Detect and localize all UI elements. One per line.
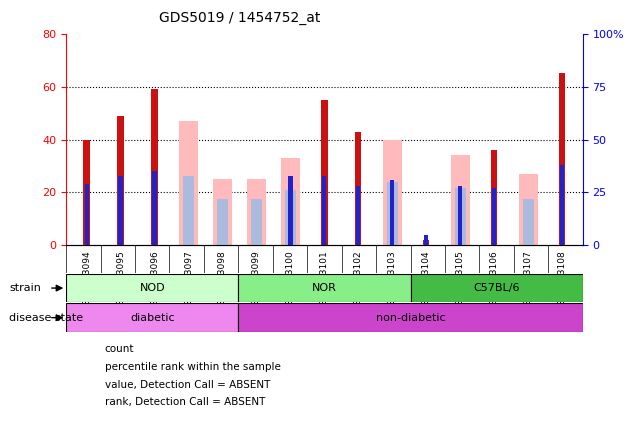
Bar [66,303,238,332]
Bar [519,174,538,245]
Bar [411,274,583,302]
Text: NOR: NOR [312,283,337,293]
Text: diabetic: diabetic [130,313,175,323]
Bar [183,176,193,245]
Text: percentile rank within the sample: percentile rank within the sample [105,362,280,372]
Bar [238,303,583,332]
Bar [451,156,470,245]
Bar [357,186,360,245]
Bar [289,176,292,245]
Bar [151,89,158,245]
Bar [425,235,428,245]
Bar [383,140,402,245]
Bar [391,180,394,245]
Bar [559,74,565,245]
Text: value, Detection Call = ABSENT: value, Detection Call = ABSENT [105,379,270,390]
Bar [118,176,123,245]
Bar [84,184,89,245]
Text: NOD: NOD [139,283,165,293]
Bar [213,179,232,245]
Text: non-diabetic: non-diabetic [375,313,445,323]
Bar [423,240,430,245]
Text: count: count [105,344,134,354]
Bar [117,116,123,245]
Text: rank, Detection Call = ABSENT: rank, Detection Call = ABSENT [105,397,265,407]
Bar [560,165,564,245]
Text: C57BL/6: C57BL/6 [473,283,520,293]
Bar [285,190,295,245]
Bar [455,188,466,245]
Bar [323,176,326,245]
Text: disease state: disease state [9,313,84,323]
Bar [281,158,300,245]
Bar [321,100,328,245]
Bar [251,199,261,245]
Bar [179,121,198,245]
Bar [66,274,238,302]
Bar [524,199,534,245]
Bar [152,171,156,245]
Bar [238,274,411,302]
Text: GDS5019 / 1454752_at: GDS5019 / 1454752_at [159,11,320,25]
Bar [493,188,496,245]
Bar [84,140,89,245]
Bar [459,186,462,245]
Text: strain: strain [9,283,42,293]
Bar [387,182,398,245]
Bar [355,132,362,245]
Bar [491,150,498,245]
Bar [247,179,266,245]
Bar [217,199,227,245]
